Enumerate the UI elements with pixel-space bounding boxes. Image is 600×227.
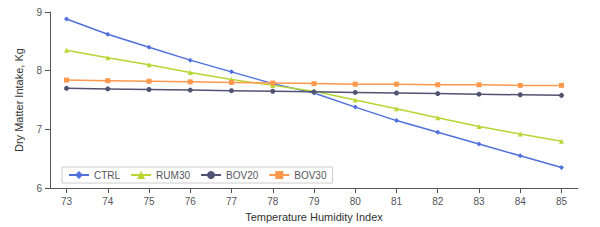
svg-text:RUM30: RUM30 bbox=[156, 170, 190, 181]
svg-text:74: 74 bbox=[102, 196, 114, 207]
svg-text:9: 9 bbox=[36, 7, 42, 18]
svg-text:81: 81 bbox=[391, 196, 403, 207]
svg-text:6: 6 bbox=[36, 183, 42, 194]
svg-text:BOV30: BOV30 bbox=[294, 170, 327, 181]
svg-text:77: 77 bbox=[226, 196, 238, 207]
svg-text:73: 73 bbox=[61, 196, 73, 207]
svg-text:Dry Matter Intake, Kg: Dry Matter Intake, Kg bbox=[13, 48, 25, 152]
svg-text:7: 7 bbox=[36, 124, 42, 135]
svg-text:80: 80 bbox=[350, 196, 362, 207]
svg-text:8: 8 bbox=[36, 65, 42, 76]
svg-text:Temperature Humidity Index: Temperature Humidity Index bbox=[245, 211, 383, 223]
svg-text:82: 82 bbox=[432, 196, 444, 207]
svg-text:CTRL: CTRL bbox=[94, 170, 121, 181]
svg-text:75: 75 bbox=[143, 196, 155, 207]
svg-text:79: 79 bbox=[308, 196, 320, 207]
svg-text:78: 78 bbox=[267, 196, 279, 207]
svg-text:85: 85 bbox=[556, 196, 568, 207]
svg-text:84: 84 bbox=[515, 196, 527, 207]
svg-text:76: 76 bbox=[185, 196, 197, 207]
svg-text:BOV20: BOV20 bbox=[226, 170, 259, 181]
svg-text:83: 83 bbox=[473, 196, 485, 207]
